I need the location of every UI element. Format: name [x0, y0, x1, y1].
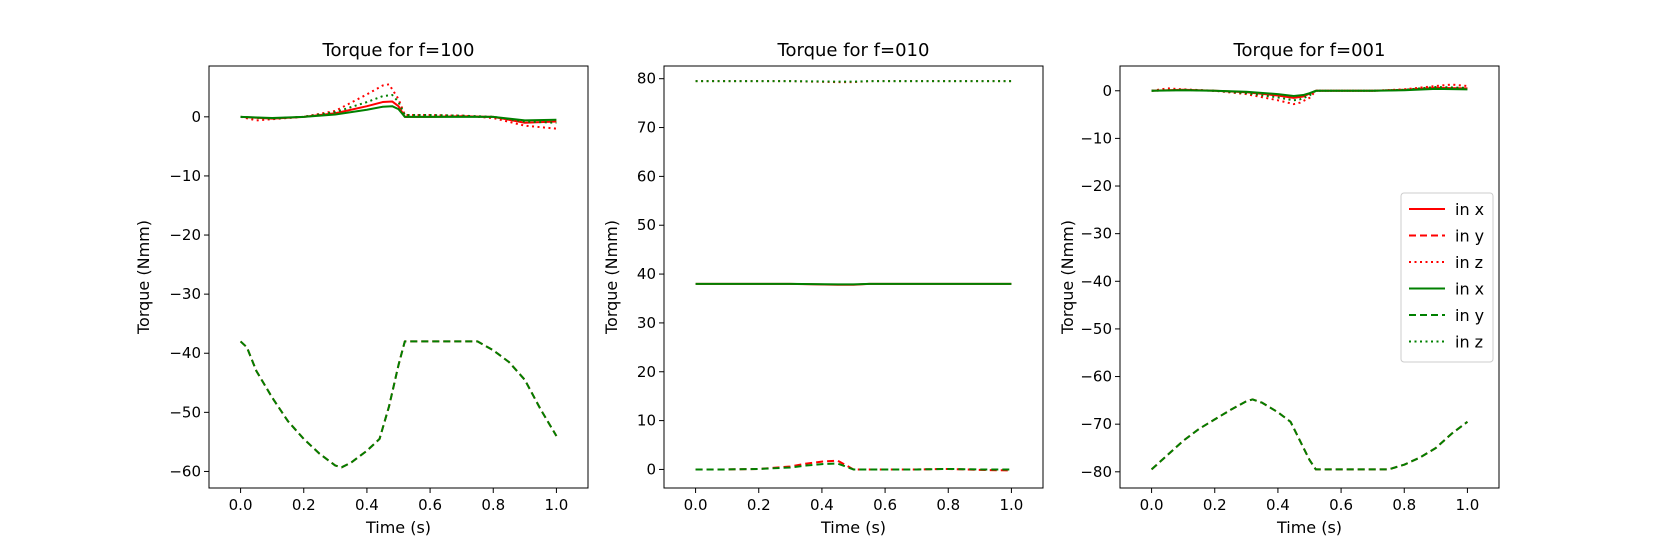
x-tick-label: 0.2: [292, 496, 316, 514]
legend: in x in y in z in x in y in z: [1400, 192, 1494, 363]
series-line-solid-green-4: [240, 105, 557, 122]
legend-label: in y: [1455, 227, 1484, 246]
y-tick-label: −70: [1080, 415, 1112, 433]
series-group: [239, 83, 558, 469]
series-group: [695, 80, 1012, 472]
x-tick-label: 0.4: [355, 496, 379, 514]
series-line-dashed-green-5: [1150, 398, 1469, 471]
y-tick-label: −10: [169, 167, 201, 185]
legend-label: in x: [1455, 280, 1484, 299]
axes-frame: [663, 65, 1044, 489]
x-tick-label: 0.8: [481, 496, 505, 514]
x-axis-label: Time (s): [1276, 518, 1342, 537]
y-tick-label: −10: [1080, 129, 1112, 147]
x-tick-label: 0.6: [873, 496, 897, 514]
legend-label: in x: [1455, 200, 1484, 219]
y-tick-label: 60: [637, 167, 656, 185]
y-tick-label: 10: [637, 412, 656, 430]
y-tick-label: −30: [1080, 225, 1112, 243]
series-group: [1150, 83, 1469, 471]
x-tick-label: 1.0: [544, 496, 568, 514]
y-tick-label: 0: [191, 108, 201, 126]
x-tick-label: 0.4: [810, 496, 834, 514]
series-line-dotted-green-6: [240, 93, 557, 124]
subplot-1: 0.0 0.2 0.4 0.6 0.8 1.0 0 −10 −20 −30 −40 −50 −60 Tor…: [134, 40, 589, 537]
y-tick-label: −40: [1080, 272, 1112, 290]
y-axis-label: Torque (Nmm): [602, 220, 621, 335]
y-tick-label: −50: [1080, 320, 1112, 338]
series-line-dotted-red-3: [1151, 83, 1468, 106]
subplot-3: 0.0 0.2 0.4 0.6 0.8 1.0 0 −10 −20 −30 −40 −50 −60 −70…: [1058, 40, 1500, 537]
subplot-2: 0.0 0.2 0.4 0.6 0.8 1.0 0 10 20 30 40 50 60 70 80 Torqu…: [602, 40, 1044, 537]
x-tick-label: 0.0: [1140, 496, 1164, 514]
legend-label: in y: [1455, 306, 1484, 325]
y-tick-label: 0: [1102, 82, 1112, 100]
y-tick-label: 50: [637, 216, 656, 234]
x-tick-label: 0.6: [1329, 496, 1353, 514]
y-tick-label: −80: [1080, 463, 1112, 481]
y-tick-label: −30: [169, 285, 201, 303]
y-tick-label: −40: [169, 344, 201, 362]
plot-area: [664, 66, 1043, 488]
x-tick-label: 0.2: [1203, 496, 1227, 514]
x-tick-label: 0.8: [936, 496, 960, 514]
y-tick-label: −60: [1080, 368, 1112, 386]
axes-frame: [208, 65, 589, 489]
series-line-dotted-green-6: [1151, 85, 1468, 102]
y-tick-label: −50: [169, 403, 201, 421]
x-tick-label: 0.6: [418, 496, 442, 514]
y-tick-label: 0: [646, 460, 656, 478]
y-tick-label: −60: [169, 462, 201, 480]
legend-label: in z: [1455, 253, 1483, 272]
x-tick-label: 0.4: [1266, 496, 1290, 514]
plot-area: [209, 66, 588, 488]
y-tick-label: 20: [637, 363, 656, 381]
x-tick-label: 0.0: [684, 496, 708, 514]
x-axis-label: Time (s): [820, 518, 886, 537]
x-tick-label: 0.8: [1392, 496, 1416, 514]
legend-label: in z: [1455, 333, 1483, 352]
y-tick-label: 40: [637, 265, 656, 283]
series-line-solid-green-4: [1151, 87, 1468, 98]
y-tick-label: 80: [637, 70, 656, 88]
y-tick-label: 70: [637, 119, 656, 137]
x-tick-label: 1.0: [1455, 496, 1479, 514]
x-axis-label: Time (s): [365, 518, 431, 537]
series-line-dashed-green-5: [239, 340, 558, 469]
chart-title: Torque for f=001: [1233, 40, 1386, 61]
x-tick-label: 1.0: [999, 496, 1023, 514]
x-tick-label: 0.2: [747, 496, 771, 514]
subplots: 0.0 0.2 0.4 0.6 0.8 1.0 0 −10 −20 −30 −40 −50 −60 Tor…: [134, 40, 1500, 537]
x-tick-label: 0.0: [229, 496, 253, 514]
chart-title: Torque for f=010: [777, 40, 930, 61]
chart-title: Torque for f=100: [322, 40, 475, 61]
y-axis-label: Torque (Nmm): [1058, 220, 1077, 335]
y-tick-label: −20: [169, 226, 201, 244]
y-axis-label: Torque (Nmm): [134, 220, 153, 335]
axes-frame: [1119, 65, 1500, 489]
y-tick-label: 30: [637, 314, 656, 332]
series-line-dashed-green-5: [695, 462, 1012, 471]
y-tick-label: −20: [1080, 177, 1112, 195]
